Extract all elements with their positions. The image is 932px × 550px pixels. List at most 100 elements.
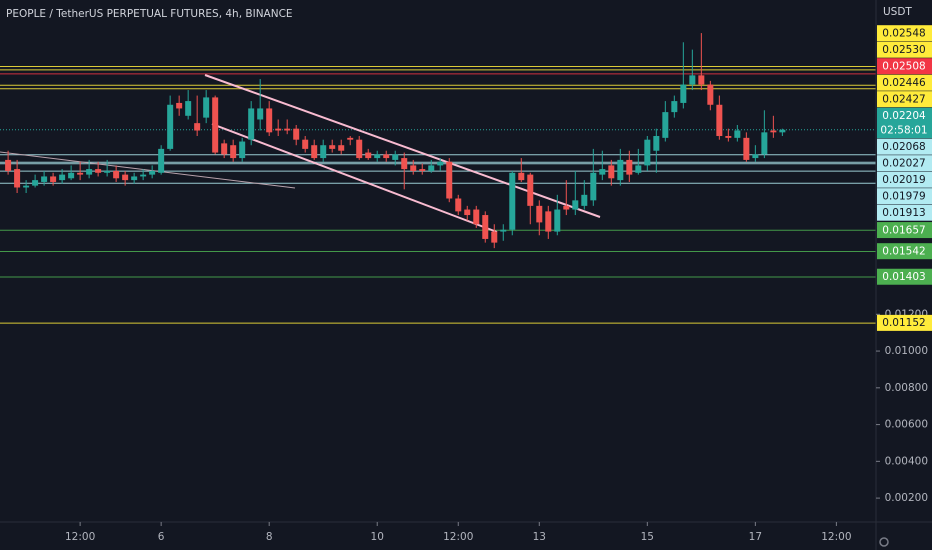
candle-body — [464, 209, 471, 216]
candle-body — [185, 101, 192, 116]
level-label-box — [877, 41, 932, 58]
level-label: 0.02548 — [882, 27, 925, 39]
candles — [5, 33, 786, 249]
last-price-box — [877, 107, 932, 139]
x-tick-label: 12:00 — [443, 531, 473, 543]
level-label: 0.02508 — [882, 60, 925, 72]
candle-body — [392, 154, 399, 160]
level-label-box — [877, 171, 932, 188]
level-label-box — [877, 222, 932, 239]
candle-body — [554, 209, 561, 232]
candle-body — [716, 104, 723, 137]
candle-body — [779, 129, 786, 133]
candle-body — [374, 154, 381, 159]
candle-body — [626, 159, 633, 175]
candle-body — [149, 170, 156, 175]
candle-body — [23, 185, 30, 188]
candle-body — [419, 169, 426, 171]
level-label: 0.02019 — [882, 174, 925, 186]
candle-body — [752, 154, 759, 159]
candle-body — [545, 211, 552, 232]
last-price-label: 0.02204 — [882, 110, 926, 122]
candle-body — [284, 128, 291, 131]
candle-body — [68, 172, 75, 179]
candle-body — [50, 176, 57, 182]
candle-body — [500, 229, 507, 232]
x-tick-label: 12:00 — [821, 531, 851, 543]
candle-body — [338, 145, 345, 151]
x-tick-label: 12:00 — [65, 531, 95, 543]
candle-body — [743, 137, 750, 160]
candle-body — [230, 145, 237, 159]
level-label-box — [877, 58, 932, 75]
candle-body — [518, 172, 525, 181]
candle-body — [635, 165, 642, 173]
candle-body — [86, 169, 93, 175]
candle-body — [653, 136, 660, 151]
level-label: 0.01979 — [882, 190, 925, 202]
trend-line — [211, 123, 498, 233]
candle-body — [77, 172, 84, 175]
candle-body — [761, 132, 768, 155]
candle-body — [176, 102, 183, 109]
level-label-box — [877, 91, 932, 108]
y-tick-label: 0.00400 — [885, 455, 928, 467]
candle-body — [356, 139, 363, 159]
candle-body — [113, 170, 120, 179]
candle-body — [122, 174, 129, 181]
candle-body — [131, 176, 138, 181]
candle-body — [473, 209, 480, 225]
x-tick-label: 17 — [749, 531, 762, 543]
candle-body — [644, 139, 651, 166]
candle-body — [221, 143, 228, 155]
y-tick-label: 0.00800 — [885, 382, 928, 394]
candle-body — [509, 172, 516, 230]
candle-body — [770, 130, 777, 133]
candle-body — [365, 152, 372, 159]
x-tick-label: 10 — [371, 531, 384, 543]
level-label: 0.02027 — [882, 157, 925, 169]
candle-body — [14, 169, 21, 188]
x-tick-label: 13 — [533, 531, 546, 543]
candle-body — [590, 172, 597, 201]
candle-body — [140, 174, 147, 177]
trend-line — [0, 151, 296, 189]
candle-body — [347, 137, 354, 140]
candle-body — [572, 200, 579, 210]
level-label: 0.01403 — [882, 271, 925, 283]
candle-body — [158, 148, 165, 173]
level-label: 0.02446 — [882, 77, 926, 89]
candle-body — [275, 128, 282, 131]
candle-body — [59, 174, 66, 181]
candle-body — [104, 170, 111, 173]
settings-icon[interactable] — [879, 537, 889, 547]
candle-body — [455, 198, 462, 212]
level-label-box — [877, 138, 932, 155]
candle-body — [32, 180, 39, 186]
level-label-box — [877, 188, 932, 205]
candle-body — [617, 159, 624, 181]
x-tick-label: 8 — [266, 531, 273, 543]
level-label-box — [877, 314, 932, 331]
candle-body — [320, 145, 327, 159]
level-label-box — [877, 155, 932, 172]
candle-body — [203, 97, 210, 118]
level-lines — [0, 66, 876, 324]
candle-body — [194, 123, 201, 131]
candle-body — [311, 145, 318, 159]
candle-body — [734, 130, 741, 138]
level-label: 0.01657 — [882, 224, 925, 236]
candle-body — [329, 145, 336, 149]
candle-body — [680, 84, 687, 103]
trend-line — [204, 74, 601, 218]
level-label: 0.02530 — [882, 44, 925, 56]
x-tick-label: 6 — [158, 531, 165, 543]
level-label: 0.01542 — [882, 245, 925, 257]
candle-body — [599, 169, 606, 175]
candle-body — [725, 136, 732, 138]
chart-title: PEOPLE / TetherUS PERPETUAL FUTURES, 4h,… — [6, 8, 293, 20]
candle-body — [689, 75, 696, 85]
candle-body — [257, 108, 264, 120]
